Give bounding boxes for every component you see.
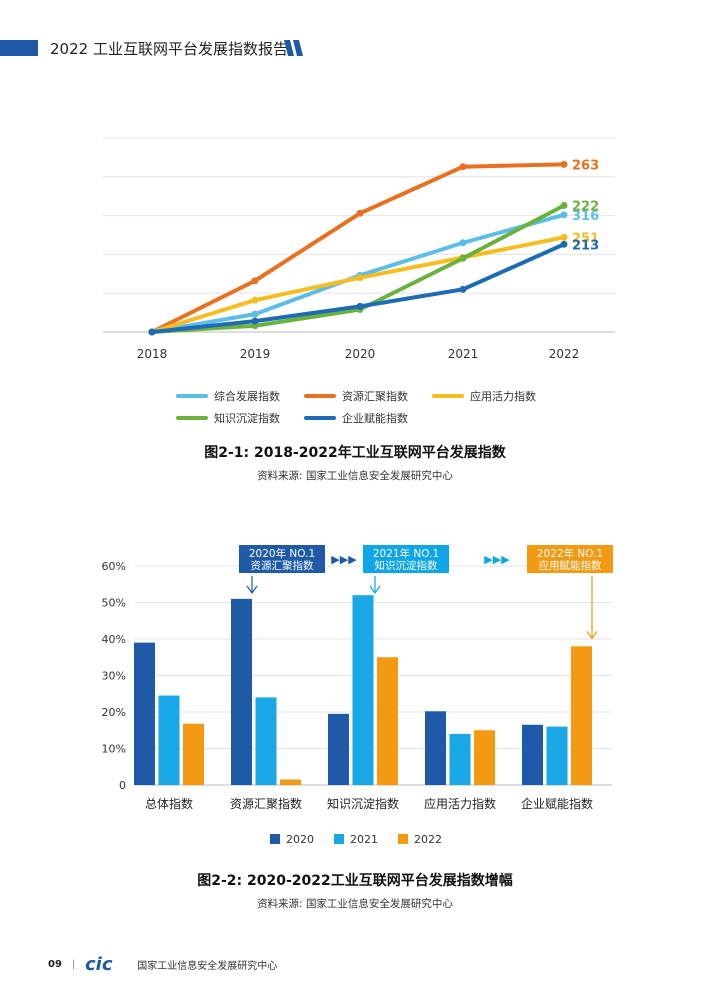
data-point xyxy=(251,277,259,285)
bar xyxy=(449,733,471,785)
end-value-label: 316 xyxy=(572,209,599,224)
legend-swatch xyxy=(334,834,344,844)
page-number: 09 xyxy=(48,958,62,970)
data-point xyxy=(459,254,467,262)
x-tick-label: 2018 xyxy=(137,347,168,361)
legend-label: 2021 xyxy=(350,833,378,846)
legend-label: 应用活力指数 xyxy=(470,389,536,403)
callout-line1: 2022年 NO.1 xyxy=(537,547,603,560)
bar xyxy=(352,595,374,785)
callout-line1: 2020年 NO.1 xyxy=(249,547,315,560)
bar xyxy=(425,711,446,785)
callout-line2: 资源汇聚指数 xyxy=(251,559,314,572)
data-point xyxy=(356,302,364,310)
chart1-caption: 图2-1: 2018-2022年工业互联网平台发展指数 xyxy=(204,445,506,461)
legend-label: 企业赋能指数 xyxy=(342,411,408,425)
bar xyxy=(183,723,204,785)
chart1-source: 资料来源: 国家工业信息安全发展研究中心 xyxy=(257,470,453,482)
end-value-label: 222 xyxy=(572,200,599,215)
category-label: 资源汇聚指数 xyxy=(230,796,302,811)
data-point xyxy=(459,285,467,293)
bar xyxy=(255,697,277,785)
data-point xyxy=(560,240,568,248)
bar xyxy=(231,598,252,785)
bar-chart: 010%20%30%40%50%60%总体指数 资源汇聚指数 知识沉淀指数 应用活力指… xyxy=(102,545,613,846)
bar xyxy=(280,779,301,785)
y-tick-label: 30% xyxy=(102,670,126,683)
data-point xyxy=(459,163,467,171)
callout-box xyxy=(239,545,325,573)
chart2-caption: 图2-2: 2020-2022工业互联网平台发展指数增幅 xyxy=(197,873,513,889)
category-label: 企业赋能指数 xyxy=(521,796,593,811)
bar xyxy=(571,646,592,785)
data-point xyxy=(251,317,259,325)
callout-box xyxy=(363,545,449,573)
legend-label: 知识沉淀指数 xyxy=(214,411,280,425)
data-point xyxy=(560,233,568,241)
legend-swatch xyxy=(398,834,408,844)
series-line xyxy=(150,242,566,334)
y-tick-label: 50% xyxy=(102,597,126,610)
y-tick-label: 60% xyxy=(102,560,126,573)
data-point xyxy=(560,160,568,168)
bar xyxy=(158,695,180,785)
svg-text:cic: cic xyxy=(85,956,113,972)
x-tick-label: 2021 xyxy=(448,347,479,361)
legend-label: 综合发展指数 xyxy=(214,389,280,403)
y-tick-label: 0 xyxy=(119,779,126,792)
x-tick-label: 2019 xyxy=(240,347,271,361)
end-value-label: 213 xyxy=(572,238,599,253)
category-label: 总体指数 xyxy=(145,796,193,811)
data-point xyxy=(251,296,259,304)
bar xyxy=(134,642,155,785)
callout-line1: 2021年 NO.1 xyxy=(373,547,439,560)
data-point xyxy=(251,310,259,318)
callout-arrow-head xyxy=(246,585,258,595)
line-chart: 2018 2019 2020 2021 2022 316 263 251 222 213 综合发展指… xyxy=(103,137,615,425)
bar xyxy=(474,730,495,785)
legend-swatch xyxy=(270,834,280,844)
page-footer: 09 | cic 国家工业信息安全发展研究中心 xyxy=(48,956,277,972)
callout-arrow-head xyxy=(369,585,381,595)
data-point xyxy=(560,202,568,210)
footer-org-name: 国家工业信息安全发展研究中心 xyxy=(137,960,278,972)
legend-label: 资源汇聚指数 xyxy=(342,389,408,403)
callout-box xyxy=(527,545,613,573)
bar xyxy=(328,713,349,785)
data-point xyxy=(560,211,568,219)
bar xyxy=(522,724,543,785)
legend-label: 2020 xyxy=(286,833,314,846)
data-point xyxy=(459,239,467,247)
data-point xyxy=(148,328,156,336)
y-tick-label: 20% xyxy=(102,706,126,719)
end-value-label: 251 xyxy=(572,231,599,246)
y-tick-label: 40% xyxy=(102,633,126,646)
triple-arrow-icon: ▶▶▶ xyxy=(331,553,357,566)
category-label: 应用活力指数 xyxy=(424,796,496,811)
series-line xyxy=(150,235,566,334)
bar xyxy=(546,726,568,785)
callout-line2: 知识沉淀指数 xyxy=(375,559,438,572)
triple-arrow-icon: ▶▶▶ xyxy=(484,553,510,566)
data-point xyxy=(356,274,364,282)
header-accent-bar xyxy=(0,40,38,56)
callout-arrow-head xyxy=(586,630,598,640)
cic-logo-icon: cic xyxy=(85,956,113,972)
legend-label: 2022 xyxy=(414,833,442,846)
bar xyxy=(377,657,398,785)
footer-separator: | xyxy=(71,958,76,970)
x-tick-label: 2020 xyxy=(345,347,376,361)
data-point xyxy=(356,209,364,217)
callout-line2: 应用赋能指数 xyxy=(539,559,602,572)
report-title: 2022 工业互联网平台发展指数报告 xyxy=(50,40,288,58)
chart2-source: 资料来源: 国家工业信息安全发展研究中心 xyxy=(257,898,453,910)
category-label: 知识沉淀指数 xyxy=(327,796,399,811)
header-slash-icon xyxy=(284,40,303,56)
x-tick-label: 2022 xyxy=(549,347,580,361)
y-tick-label: 10% xyxy=(102,743,126,756)
end-value-label: 263 xyxy=(572,158,599,173)
